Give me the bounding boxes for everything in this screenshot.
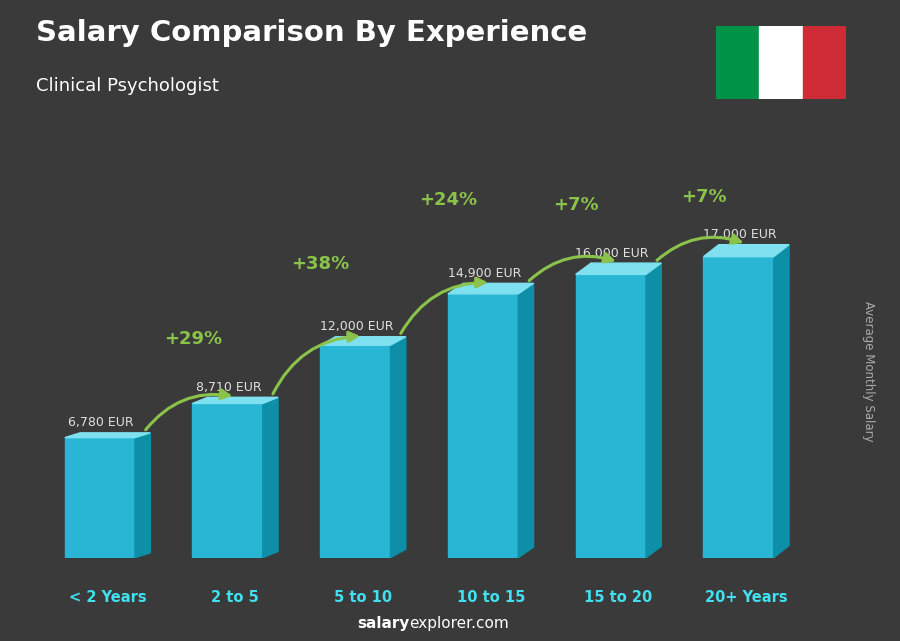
Text: salary: salary: [357, 617, 410, 631]
Text: 12,000 EUR: 12,000 EUR: [320, 320, 393, 333]
Text: 17,000 EUR: 17,000 EUR: [703, 228, 777, 241]
Polygon shape: [576, 263, 662, 274]
Polygon shape: [320, 337, 406, 345]
Text: +38%: +38%: [292, 255, 350, 273]
Text: +29%: +29%: [164, 329, 222, 347]
Polygon shape: [448, 283, 534, 294]
Text: Average Monthly Salary: Average Monthly Salary: [862, 301, 875, 442]
Bar: [193, 403, 263, 558]
Text: 6,780 EUR: 6,780 EUR: [68, 416, 134, 429]
Text: 14,900 EUR: 14,900 EUR: [447, 267, 521, 279]
Polygon shape: [65, 433, 150, 438]
Polygon shape: [646, 263, 662, 558]
Bar: [576, 274, 646, 558]
Text: 2 to 5: 2 to 5: [212, 590, 259, 604]
Polygon shape: [704, 245, 789, 256]
Polygon shape: [263, 397, 278, 558]
Text: 20+ Years: 20+ Years: [705, 590, 788, 604]
Text: < 2 Years: < 2 Years: [68, 590, 147, 604]
Polygon shape: [391, 337, 406, 558]
Text: 10 to 15: 10 to 15: [456, 590, 525, 604]
Polygon shape: [774, 245, 789, 558]
Text: +7%: +7%: [681, 188, 726, 206]
Text: +24%: +24%: [419, 191, 477, 209]
Polygon shape: [135, 433, 150, 558]
Text: 16,000 EUR: 16,000 EUR: [575, 247, 649, 260]
Bar: [803, 26, 846, 99]
Text: 8,710 EUR: 8,710 EUR: [196, 381, 262, 394]
Text: explorer.com: explorer.com: [410, 617, 509, 631]
Bar: [716, 26, 759, 99]
Bar: [448, 294, 518, 558]
Text: 15 to 20: 15 to 20: [584, 590, 652, 604]
Polygon shape: [518, 283, 534, 558]
Text: Clinical Psychologist: Clinical Psychologist: [36, 77, 219, 95]
Bar: [320, 345, 391, 558]
Bar: [65, 438, 135, 558]
Text: +7%: +7%: [554, 196, 598, 213]
Text: 5 to 10: 5 to 10: [334, 590, 392, 604]
Polygon shape: [193, 397, 278, 403]
Bar: [704, 256, 774, 558]
Text: Salary Comparison By Experience: Salary Comparison By Experience: [36, 19, 587, 47]
Bar: [759, 26, 803, 99]
FancyBboxPatch shape: [709, 20, 852, 105]
